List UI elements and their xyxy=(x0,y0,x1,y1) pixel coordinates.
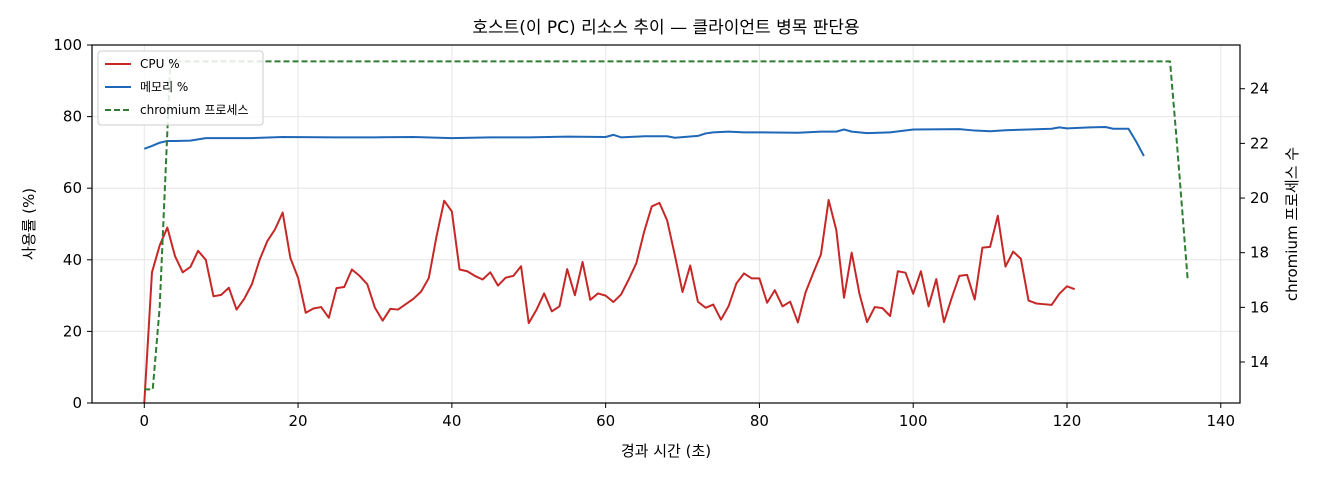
y-tick-label: 100 xyxy=(53,36,82,54)
y-tick-label: 40 xyxy=(63,251,82,269)
plot-frame xyxy=(91,44,1241,404)
y2-tick-label: 14 xyxy=(1250,353,1269,371)
y2-tick-label: 20 xyxy=(1250,189,1269,207)
y-tick-label: 20 xyxy=(63,322,82,340)
y-axis-title: 사용률 (%) xyxy=(20,188,38,260)
y2-tick-label: 16 xyxy=(1250,298,1269,316)
y2-axis-title: chromium 프로세스 수 xyxy=(1283,147,1301,301)
legend: CPU % 메모리 % chromium 프로세스 xyxy=(97,50,264,126)
y2-tick-label: 24 xyxy=(1250,80,1269,98)
x-tick-label: 0 xyxy=(140,412,150,430)
legend-label-cpu: CPU % xyxy=(140,57,180,71)
x-tick-label: 100 xyxy=(899,412,928,430)
chart-title: 호스트(이 PC) 리소스 추이 — 클라이언트 병목 판단용 xyxy=(472,18,859,38)
x-tick-label: 120 xyxy=(1053,412,1082,430)
x-tick-label: 40 xyxy=(442,412,461,430)
x-tick-label: 20 xyxy=(289,412,308,430)
legend-label-memory: 메모리 % xyxy=(140,80,188,94)
x-tick-label: 60 xyxy=(596,412,615,430)
y-tick-label: 60 xyxy=(63,179,82,197)
axes: 0 20 40 60 80 100 120 140 0 20 40 60 80 100 14 16 18 20 22… xyxy=(53,36,1269,430)
y-tick-label: 80 xyxy=(63,108,82,126)
series-cpu xyxy=(143,199,1076,404)
y2-tick-label: 18 xyxy=(1250,244,1269,262)
legend-box xyxy=(97,50,264,126)
y2-tick-label: 22 xyxy=(1250,134,1269,152)
y-tick-label: 0 xyxy=(72,394,82,412)
x-axis-title: 경과 시간 (초) xyxy=(621,442,711,460)
x-tick-label: 80 xyxy=(750,412,769,430)
x-tick-label: 140 xyxy=(1206,412,1235,430)
legend-label-chromium: chromium 프로세스 xyxy=(140,103,249,117)
series-memory xyxy=(143,125,1145,157)
